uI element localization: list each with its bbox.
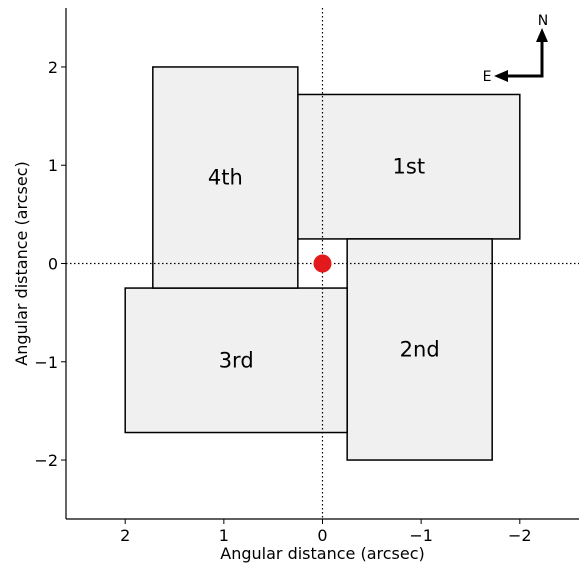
y-tick-label: 2 — [48, 58, 58, 77]
axes: 2 1 0 −1 −2 −2 −1 0 1 2 — [34, 8, 579, 545]
target-marker-group — [313, 254, 332, 273]
east-arrow-head — [494, 70, 508, 82]
pointing-label-1st: 1st — [393, 155, 426, 179]
target-marker — [313, 254, 332, 273]
x-axis-label: Angular distance (arcsec) — [220, 544, 424, 563]
y-tick-label: 1 — [48, 156, 58, 175]
compass: NE — [483, 13, 549, 85]
pointing-rect-2nd — [346, 238, 493, 461]
north-label: N — [538, 13, 548, 29]
y-axis-label: Angular distance (arcsec) — [12, 161, 31, 365]
y-tick-label: −1 — [34, 353, 58, 372]
pointing-rect-1st — [297, 93, 521, 240]
pointing-label-4th: 4th — [208, 166, 243, 190]
x-tick-label: 2 — [120, 526, 130, 545]
y-tick-label: −2 — [34, 451, 58, 470]
pointing-label-3rd: 3rd — [219, 348, 254, 372]
x-tick-label: 0 — [317, 526, 327, 545]
pointing-rect-3rd — [124, 287, 348, 434]
north-arrow-head — [536, 28, 548, 42]
x-tick-label: 1 — [219, 526, 229, 545]
y-tick-label: 0 — [48, 255, 58, 274]
pointing-rect-4th — [152, 66, 299, 289]
pointing-label-2nd: 2nd — [400, 337, 440, 361]
x-tick-label: −1 — [409, 526, 433, 545]
pointings-group: 1st 2nd 3rd 4th — [124, 66, 521, 461]
x-tick-label: −2 — [508, 526, 532, 545]
east-label: E — [483, 69, 492, 85]
